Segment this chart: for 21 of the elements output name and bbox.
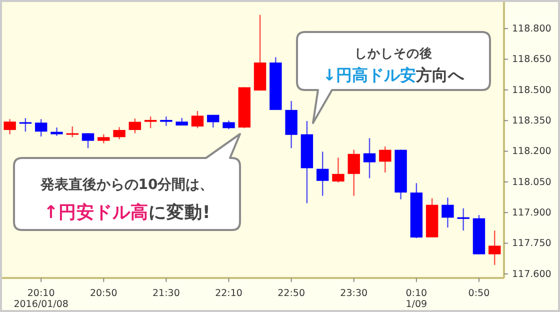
ytick: 117.750 [512,238,552,250]
callout-text: 発表直後からの10分間は、 [40,177,214,194]
ytick: 118.050 [512,176,552,188]
xtick: 0:10 1/09 [406,288,428,310]
callout-text: ↓円高ドル安方向へ [322,66,464,85]
xtick: 0:50 [468,288,490,299]
xtick: 22:10 [215,288,242,299]
xtick: 21:30 [152,288,180,299]
ytick: 118.800 [512,24,552,35]
xtick: 23:30 [340,288,368,299]
xtick: 22:50 [278,288,305,299]
xtick: 20:50 [90,288,118,299]
ytick: 118.500 [512,84,552,96]
ytick: 117.600 [512,268,552,280]
ytick: 118.200 [512,146,552,158]
callout-text: ↑円安ドル高に変動! [44,202,210,223]
xtick: 20:10 2016/01/08 [14,288,68,310]
ytick: 118.350 [512,116,552,127]
ytick: 118.650 [512,54,552,66]
ytick: 117.900 [512,208,552,219]
callout-text: しかしその後 [354,45,432,60]
